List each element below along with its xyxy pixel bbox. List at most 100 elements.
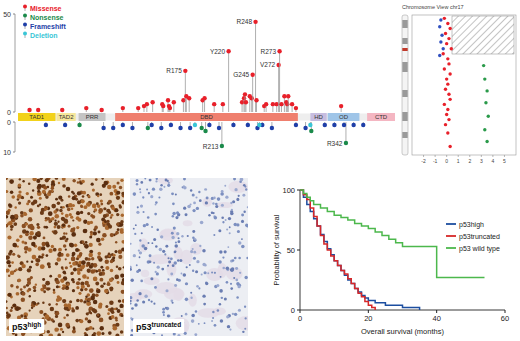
head <box>361 123 365 127</box>
nucleus <box>202 249 205 252</box>
nucleus <box>100 199 103 202</box>
nucleus <box>142 300 145 303</box>
tissue <box>217 202 234 208</box>
nucleus <box>110 260 113 263</box>
nucleus <box>86 264 89 267</box>
nucleus <box>27 281 31 285</box>
nucleus <box>165 307 167 309</box>
nucleus <box>243 184 246 187</box>
nucleus <box>220 192 224 196</box>
nucleus <box>77 255 81 259</box>
nucleus <box>175 194 177 196</box>
lollipop <box>226 49 230 112</box>
nucleus <box>139 188 141 190</box>
micrograph-background <box>6 178 124 336</box>
nucleus <box>189 264 191 266</box>
nucleus <box>99 193 102 196</box>
nucleus <box>62 284 65 287</box>
nucleus <box>103 282 106 285</box>
nucleus <box>140 280 143 283</box>
nucleus <box>21 240 24 243</box>
legend-marker <box>23 14 27 18</box>
lollipop <box>27 108 31 112</box>
y-tick <box>13 112 15 113</box>
stem <box>185 71 186 112</box>
nucleus <box>162 308 165 311</box>
nucleus <box>227 246 229 248</box>
tissue <box>141 270 149 277</box>
nucleus <box>115 241 117 243</box>
nucleus <box>130 243 132 245</box>
nucleus <box>85 281 89 285</box>
nucleus <box>51 217 54 220</box>
nucleus <box>122 200 124 205</box>
tissue <box>218 263 227 278</box>
nucleus <box>109 287 113 291</box>
nucleus <box>212 311 214 313</box>
nucleus <box>154 286 157 289</box>
nucleus <box>73 192 75 194</box>
nucleus <box>194 333 197 336</box>
micrograph-background <box>130 178 248 336</box>
nucleus <box>6 255 10 260</box>
nucleus <box>46 254 49 257</box>
nucleus <box>165 245 168 248</box>
nucleus <box>63 317 66 320</box>
nucleus <box>36 258 40 262</box>
nucleus <box>211 320 213 322</box>
nucleus <box>100 326 104 330</box>
y-tick <box>13 14 15 15</box>
nucleus <box>107 312 110 315</box>
nucleus <box>21 297 25 301</box>
nucleus <box>57 225 61 229</box>
tissue <box>134 289 152 298</box>
nucleus <box>153 262 155 264</box>
nucleus <box>27 290 30 293</box>
nucleus <box>21 196 24 199</box>
nucleus <box>179 259 182 262</box>
ideogram-band <box>402 62 407 72</box>
nucleus <box>79 319 83 323</box>
annotation: R175 <box>166 67 182 74</box>
nucleus <box>205 282 208 285</box>
nucleus <box>64 220 69 225</box>
nucleus <box>226 281 229 284</box>
nucleus <box>57 257 62 262</box>
nucleus <box>28 309 30 311</box>
nucleus <box>6 224 8 227</box>
head <box>290 102 294 106</box>
nucleus <box>146 223 149 226</box>
nucleus <box>137 206 139 208</box>
y-tick-label: 50 <box>287 246 295 255</box>
nucleus <box>207 272 209 274</box>
nucleus <box>110 216 112 218</box>
nucleus <box>35 263 39 267</box>
nucleus <box>200 221 204 225</box>
point <box>446 108 449 111</box>
head <box>264 102 268 106</box>
nucleus <box>155 201 158 204</box>
y-tick-label: 0 <box>291 306 295 315</box>
nucleus <box>217 309 220 312</box>
stem <box>228 51 229 112</box>
micrograph <box>6 178 124 336</box>
annotation: R342 <box>327 140 343 147</box>
nucleus <box>46 244 50 248</box>
head <box>212 102 216 106</box>
nucleus <box>43 285 47 289</box>
hatched-region <box>452 16 514 54</box>
nucleus <box>177 259 180 262</box>
nucleus <box>34 289 36 291</box>
nucleus <box>183 207 186 210</box>
nucleus <box>70 216 73 219</box>
legend-label: Frameshift <box>30 23 66 30</box>
lollipop <box>145 102 149 112</box>
lollipop <box>159 122 163 130</box>
nucleus <box>111 214 114 217</box>
nucleus <box>57 221 59 223</box>
nucleus <box>39 310 43 314</box>
tissue <box>190 243 202 255</box>
nucleus <box>214 272 216 274</box>
nucleus <box>120 179 123 182</box>
point <box>446 131 449 134</box>
